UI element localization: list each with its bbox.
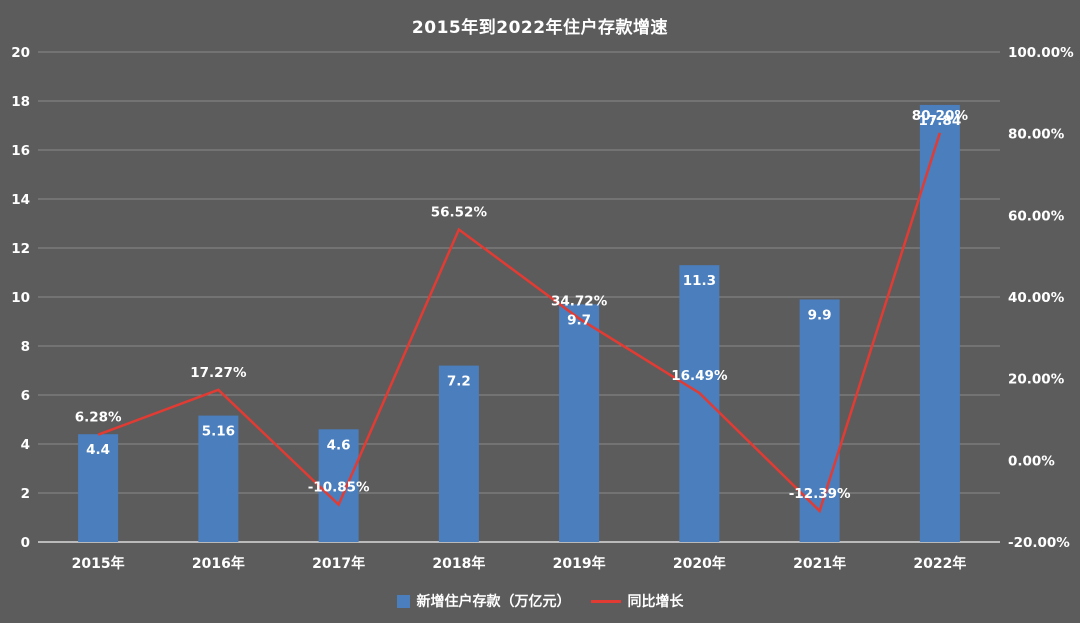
x-axis-category-label: 2017年 [312,555,365,572]
bar [799,299,840,542]
bar-data-label: 7.2 [447,374,471,390]
line-data-label: 80.20% [912,108,969,124]
right-axis-tick-label: 80.00% [1008,127,1065,143]
bar-data-label: 4.6 [327,437,351,453]
x-axis-category-label: 2015年 [72,555,125,572]
bar [198,415,239,542]
line-data-label: -12.39% [789,486,851,502]
left-axis-tick-label: 12 [11,241,30,257]
bar-data-label: 9.7 [567,312,591,328]
bar-data-label: 4.4 [86,442,110,458]
x-axis-category-label: 2021年 [793,555,846,572]
right-axis-tick-label: -20.00% [1008,535,1070,551]
right-axis-tick-label: 0.00% [1008,453,1055,469]
bar-data-label: 5.16 [202,424,235,440]
left-axis-tick-label: 16 [11,143,30,159]
left-axis-tick-label: 4 [21,437,30,453]
right-axis-tick-label: 100.00% [1008,45,1074,61]
line-series-label: 同比增长 [627,594,684,610]
line-data-label: 17.27% [190,365,247,381]
legend: 新增住户存款（万亿元） 同比增长 [0,591,1080,611]
x-axis-category-label: 2020年 [673,555,726,572]
bar [679,265,720,542]
bar [438,365,479,542]
bar-data-label: 17.84 [919,113,962,129]
line-data-label: 16.49% [671,368,728,384]
line-data-label: 56.52% [431,205,488,221]
x-axis-category-label: 2016年 [192,555,245,572]
line-series-swatch-icon [590,599,621,603]
right-axis-tick-label: 60.00% [1008,208,1065,224]
bar [318,429,359,542]
left-axis-tick-label: 14 [11,192,30,208]
right-axis-tick-label: 40.00% [1008,290,1065,306]
line-data-label: 6.28% [75,410,122,426]
left-axis-tick-label: 20 [11,45,30,61]
x-axis-category-label: 2018年 [432,555,485,572]
line-series [97,132,942,514]
left-axis-tick-label: 10 [11,290,30,306]
left-axis-tick-label: 8 [21,339,30,355]
bar-series-swatch-icon [396,594,410,608]
left-axis-tick-label: 0 [21,535,30,551]
x-axis-category-label: 2022年 [913,555,966,572]
bar-data-label: 11.3 [683,273,716,289]
right-axis-tick-label: 20.00% [1008,372,1065,388]
line-data-label: 34.72% [551,294,608,310]
left-axis-tick-label: 18 [11,94,30,110]
bar-data-label: 9.9 [808,307,832,323]
left-axis-tick-label: 2 [21,486,30,502]
bar [559,304,600,542]
bar [78,434,119,542]
line-data-label: -10.85% [308,480,370,496]
legend-item-line-series: 同比增长 [590,591,684,611]
bar [919,104,960,543]
x-axis-category-label: 2019年 [553,555,606,572]
legend-item-bar-series: 新增住户存款（万亿元） [396,591,571,611]
chart-title: 2015年到2022年住户存款增速 [411,18,669,38]
left-axis-tick-label: 6 [21,388,30,404]
bar-series-label: 新增住户存款（万亿元） [416,594,571,610]
